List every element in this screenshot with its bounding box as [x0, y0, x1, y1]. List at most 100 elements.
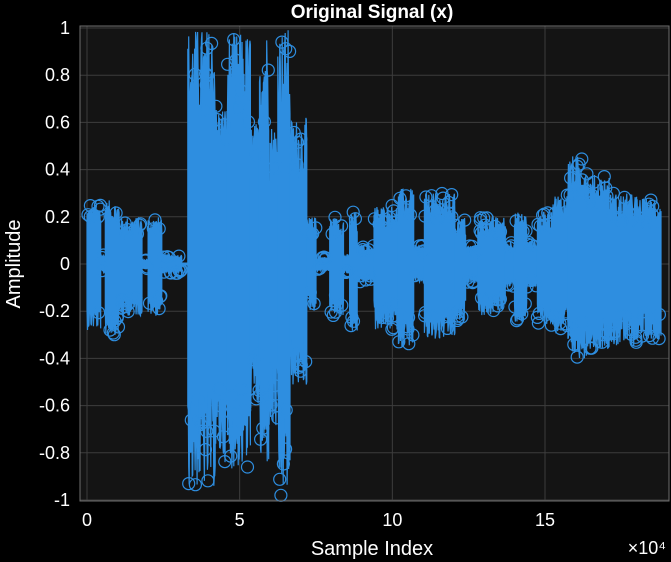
data-point-marker: [252, 389, 266, 403]
signal-envelope: [187, 31, 216, 486]
data-point-marker: [644, 193, 658, 207]
data-point-marker: [563, 171, 578, 185]
data-point-marker: [207, 424, 221, 438]
data-point-marker: [224, 406, 238, 420]
data-point-marker: [219, 132, 233, 146]
data-point-marker: [267, 379, 282, 393]
data-point-marker: [152, 222, 166, 236]
data-point-marker: [107, 328, 121, 342]
data-point-marker: [138, 254, 152, 268]
data-point-marker: [115, 291, 129, 305]
data-point-marker: [346, 205, 360, 219]
data-point-marker: [273, 472, 287, 486]
data-point-marker: [502, 240, 516, 255]
data-point-marker: [393, 191, 407, 205]
x-axis-label: Sample Index: [311, 538, 433, 560]
data-point-marker: [209, 99, 223, 113]
data-point-marker: [385, 322, 399, 336]
data-markers: [81, 32, 667, 502]
x-exponent-label: ×10⁴: [628, 538, 666, 558]
data-point-marker: [238, 403, 252, 417]
data-point-marker: [429, 203, 443, 217]
data-point-marker: [533, 219, 547, 233]
data-point-marker: [448, 218, 462, 232]
data-point-marker: [353, 275, 367, 289]
data-point-marker: [506, 279, 520, 293]
data-point-marker: [402, 337, 416, 351]
data-point-marker: [150, 293, 164, 308]
data-point-marker: [169, 266, 183, 280]
y-tick-label: 0.4: [45, 160, 70, 180]
data-point-marker: [530, 310, 545, 324]
data-point-marker: [636, 305, 651, 319]
data-point-marker: [541, 206, 555, 220]
data-point-marker: [205, 36, 219, 51]
x-tick-label: 10: [382, 510, 402, 530]
data-point-marker: [607, 326, 621, 341]
data-point-marker: [266, 161, 280, 175]
data-point-marker: [596, 328, 610, 342]
data-point-marker: [445, 188, 459, 202]
data-point-marker: [467, 245, 481, 259]
data-point-marker: [478, 218, 492, 232]
data-point-marker: [387, 215, 401, 229]
data-point-marker: [587, 175, 601, 189]
data-point-marker: [309, 221, 323, 235]
data-point-marker: [617, 190, 632, 204]
data-point-marker: [96, 248, 111, 262]
data-point-marker: [191, 393, 205, 407]
data-point-marker: [335, 298, 349, 312]
data-point-marker: [474, 226, 488, 240]
y-tick-label: 0.2: [45, 207, 70, 227]
data-point-marker: [474, 291, 489, 305]
data-point-marker: [455, 310, 469, 324]
chart-title: Original Signal (x): [291, 2, 454, 23]
data-point-marker: [509, 214, 523, 228]
data-point-marker: [93, 198, 108, 212]
data-point-marker: [227, 424, 241, 438]
data-point-marker: [518, 297, 532, 311]
data-point-marker: [140, 261, 154, 276]
data-point-marker: [290, 135, 305, 149]
data-point-marker: [114, 301, 128, 315]
data-point-marker: [196, 103, 210, 117]
data-point-marker: [435, 186, 449, 201]
signal-envelope: [289, 117, 308, 385]
data-point-marker: [418, 209, 432, 223]
data-point-marker: [114, 293, 128, 307]
data-point-marker: [344, 319, 358, 333]
data-point-marker: [326, 308, 340, 322]
data-point-marker: [146, 222, 160, 236]
data-point-marker: [378, 305, 392, 319]
data-point-marker: [378, 215, 392, 229]
data-point-marker: [303, 285, 317, 299]
data-point-marker: [300, 224, 314, 238]
data-point-marker: [502, 278, 516, 292]
y-tick-labels: -1 -0.8 -0.6 -0.4 -0.2 0 0.2 0.4 0.6 0.8 1: [39, 18, 70, 510]
data-point-marker: [543, 220, 557, 234]
data-point-marker: [652, 332, 666, 346]
data-point-marker: [461, 275, 475, 289]
data-point-marker: [491, 299, 505, 313]
data-point-marker: [335, 219, 349, 233]
data-point-marker: [583, 196, 597, 210]
data-point-marker: [563, 188, 577, 202]
data-point-marker: [283, 44, 297, 59]
y-tick-label: 1: [60, 18, 70, 38]
data-point-marker: [618, 308, 632, 322]
data-point-marker: [148, 213, 162, 227]
y-tick-label: 0: [60, 254, 70, 274]
data-point-marker: [252, 383, 266, 397]
data-point-marker: [199, 66, 213, 81]
data-point-marker: [597, 170, 611, 184]
signal-envelope: [454, 217, 467, 320]
data-point-marker: [390, 297, 404, 311]
data-point-marker: [264, 398, 278, 412]
data-point-marker: [106, 326, 120, 340]
data-point-marker: [570, 159, 585, 173]
data-point-marker: [652, 307, 667, 322]
data-point-marker: [118, 216, 132, 230]
data-point-marker: [310, 262, 324, 276]
data-point-marker: [529, 279, 543, 293]
